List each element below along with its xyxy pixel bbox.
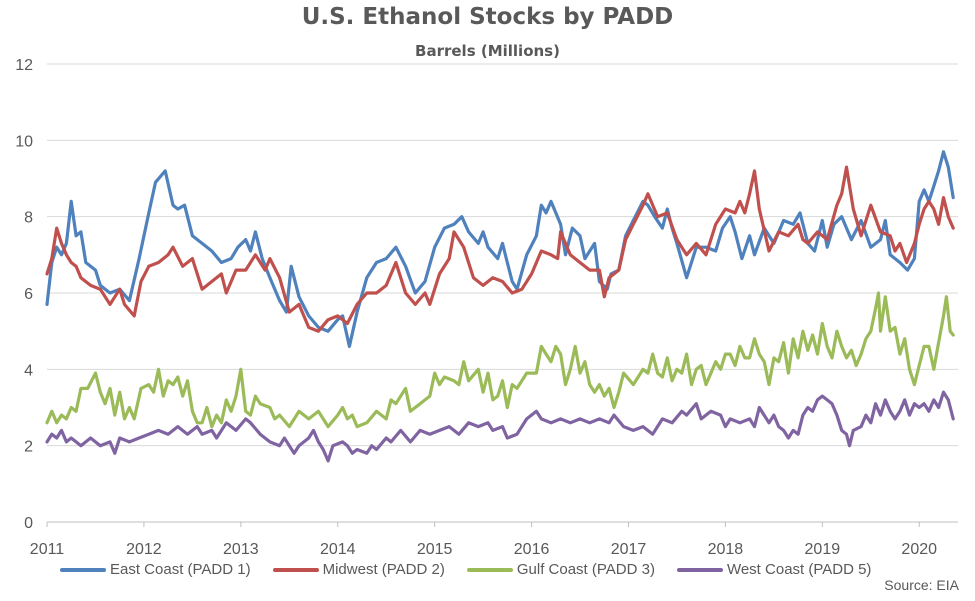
legend-item: East Coast (PADD 1) — [60, 561, 251, 578]
legend-swatch — [676, 567, 723, 572]
legend-item: West Coast (PADD 5) — [676, 561, 872, 578]
legend-swatch — [60, 567, 106, 572]
series-line-1 — [45, 150, 955, 348]
legend-swatch — [272, 567, 319, 572]
x-tick-label: 2016 — [514, 541, 550, 558]
x-tick-label: 2014 — [320, 541, 356, 558]
legend-label: Gulf Coast (PADD 3) — [516, 561, 655, 578]
x-tick-label: 2017 — [611, 541, 647, 558]
chart-legend: East Coast (PADD 1) Midwest (PADD 2) Gulf … — [60, 561, 893, 578]
x-tick-label: 2018 — [708, 541, 744, 558]
y-tick-label: 8 — [24, 210, 33, 227]
legend-swatch — [466, 567, 513, 572]
x-tick-label: 2011 — [30, 541, 65, 558]
y-tick-label: 10 — [15, 133, 33, 150]
series-line-2 — [45, 165, 955, 333]
legend-label: West Coast (PADD 5) — [726, 561, 872, 578]
legend-item: Gulf Coast (PADD 3) — [466, 561, 655, 578]
y-tick-label: 2 — [24, 439, 33, 456]
legend-item: Midwest (PADD 2) — [272, 561, 445, 578]
series-line-3 — [45, 291, 955, 429]
x-tick-label: 2015 — [417, 541, 453, 558]
y-tick-label: 4 — [24, 362, 33, 379]
x-tick-label: 2013 — [223, 541, 259, 558]
chart-subtitle: Barrels (Millions) — [415, 42, 560, 60]
legend-label: Midwest (PADD 2) — [322, 561, 445, 578]
chart-title: U.S. Ethanol Stocks by PADD — [301, 4, 674, 30]
x-tick-label: 2019 — [805, 541, 841, 558]
x-tick-label: 2012 — [126, 541, 162, 558]
series-line-4 — [45, 390, 955, 463]
y-tick-label: 12 — [15, 57, 33, 74]
source-note: Source: EIA — [884, 577, 959, 593]
x-tick-label: 2020 — [901, 541, 937, 558]
legend-label: East Coast (PADD 1) — [110, 561, 251, 578]
y-tick-label: 6 — [24, 286, 33, 303]
y-tick-label: 0 — [24, 515, 33, 532]
